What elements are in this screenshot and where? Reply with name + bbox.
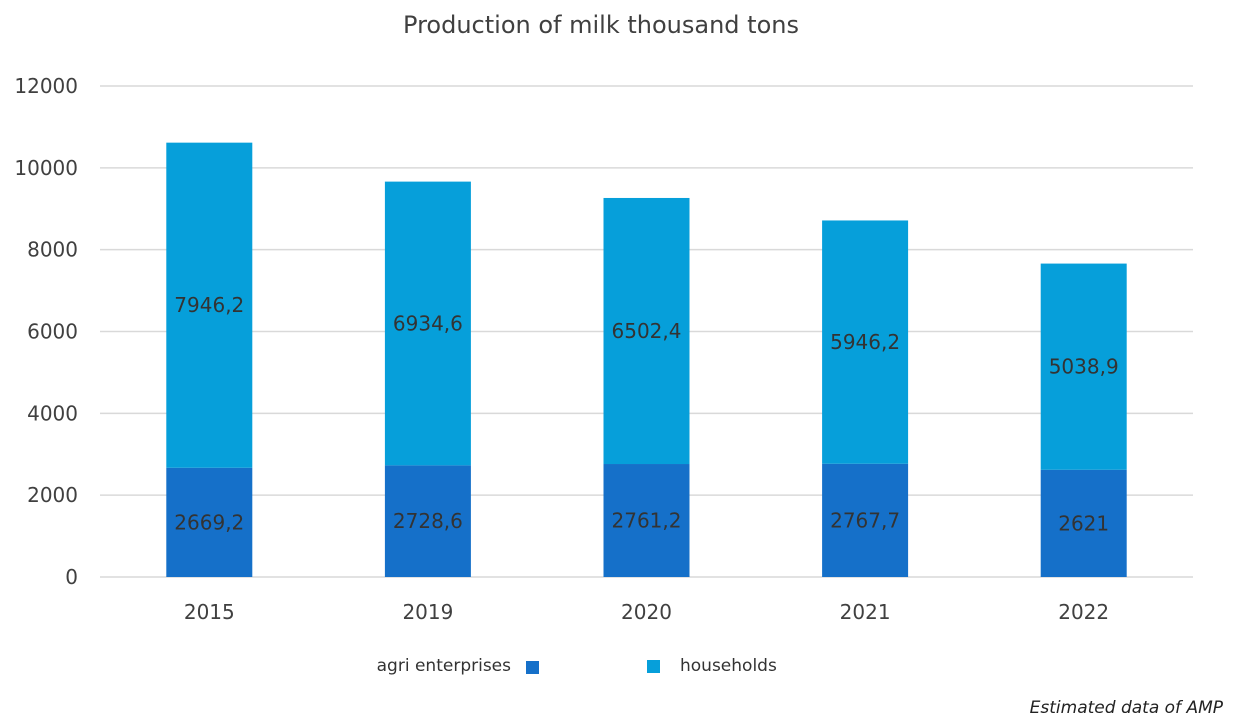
bar-agri-enterprises-2022 [1040, 469, 1127, 577]
bar-households-2022 [1040, 263, 1127, 470]
data-label: 6502,4 [612, 319, 682, 343]
data-label: 7946,2 [174, 293, 244, 317]
legend-swatch [526, 661, 539, 674]
data-label: 2761,2 [612, 509, 682, 533]
data-label: 2669,2 [174, 510, 244, 534]
y-tick-label: 10000 [14, 156, 78, 180]
x-axis: 2015 2019 2020 2021 2022 [184, 600, 1109, 624]
x-tick-label: 2015 [184, 600, 235, 624]
data-label: 6934,6 [393, 311, 463, 335]
bar-households-2015 [166, 142, 253, 468]
x-tick-label: 2022 [1058, 600, 1109, 624]
bar-agri-enterprises-2019 [384, 465, 471, 577]
bar-agri-enterprises-2020 [603, 464, 690, 577]
data-label: 2767,7 [830, 508, 900, 532]
legend-label: households [680, 656, 777, 676]
y-tick-label: 12000 [14, 74, 78, 98]
y-tick-label: 4000 [27, 401, 78, 425]
bars [166, 142, 1127, 577]
bar-households-2019 [384, 181, 471, 466]
y-tick-label: 8000 [27, 238, 78, 262]
data-label: 5038,9 [1049, 355, 1119, 379]
data-label: 5946,2 [830, 330, 900, 354]
y-axis: 0 2000 4000 6000 8000 10000 12000 [14, 74, 78, 589]
x-tick-label: 2021 [840, 600, 891, 624]
source-note: Estimated data of AMP [1029, 698, 1223, 718]
bar-agri-enterprises-2015 [166, 467, 253, 577]
data-label: 2728,6 [393, 509, 463, 533]
chart-title: Production of milk thousand tons [403, 11, 799, 39]
legend-swatch [647, 660, 660, 673]
bar-households-2021 [822, 220, 909, 464]
legend: agri enterprises households [377, 656, 777, 676]
x-tick-label: 2020 [621, 600, 672, 624]
y-tick-label: 0 [65, 565, 78, 589]
data-label: 2621 [1058, 511, 1109, 535]
y-tick-label: 2000 [27, 483, 78, 507]
data-labels: 2669,2 7946,2 2728,6 6934,6 2761,2 6502,4 2767… [174, 293, 1118, 535]
x-tick-label: 2019 [402, 600, 453, 624]
bar-agri-enterprises-2021 [822, 463, 909, 577]
y-tick-label: 6000 [27, 320, 78, 344]
bar-households-2020 [603, 197, 690, 465]
legend-label: agri enterprises [377, 656, 511, 676]
